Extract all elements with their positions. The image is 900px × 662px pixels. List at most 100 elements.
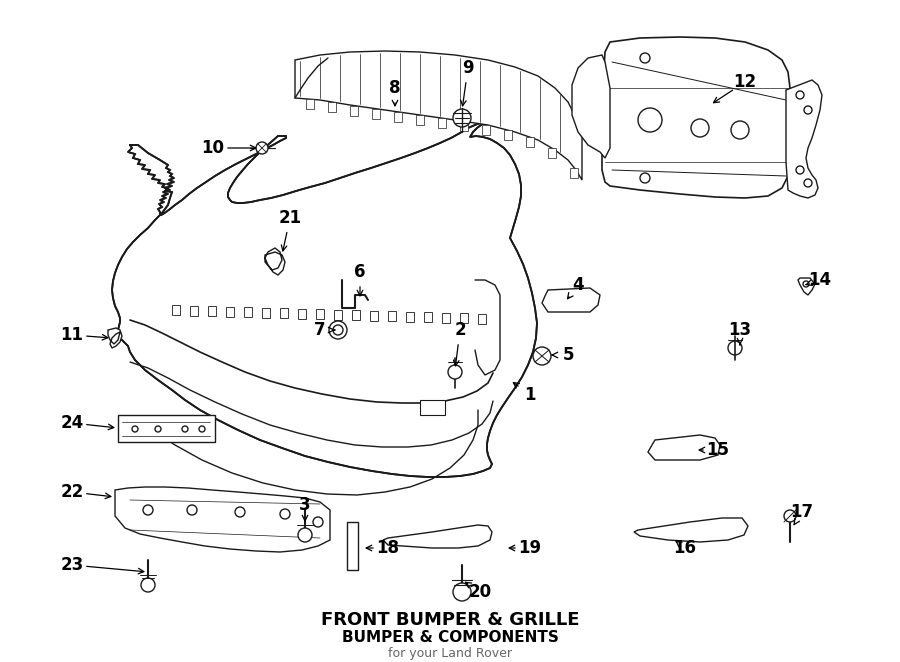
Text: 6: 6 — [355, 263, 365, 281]
Bar — [394, 112, 402, 122]
Polygon shape — [420, 400, 445, 415]
Text: 21: 21 — [278, 209, 302, 227]
Polygon shape — [265, 248, 285, 275]
Text: 1: 1 — [524, 386, 536, 404]
Bar — [208, 306, 216, 316]
Text: 13: 13 — [728, 321, 752, 339]
Polygon shape — [602, 37, 790, 198]
Circle shape — [638, 108, 662, 132]
Circle shape — [199, 426, 205, 432]
Circle shape — [256, 142, 268, 154]
Bar — [570, 167, 578, 177]
Polygon shape — [115, 487, 330, 552]
Text: 4: 4 — [572, 276, 584, 294]
Polygon shape — [572, 55, 610, 158]
Bar — [478, 314, 486, 324]
Text: 14: 14 — [808, 271, 832, 289]
Text: 2: 2 — [454, 321, 466, 339]
Text: FRONT BUMPER & GRILLE: FRONT BUMPER & GRILLE — [320, 611, 580, 629]
Circle shape — [313, 517, 323, 527]
Text: BUMPER & COMPONENTS: BUMPER & COMPONENTS — [342, 630, 558, 645]
Text: 24: 24 — [60, 414, 84, 432]
Bar — [244, 307, 252, 317]
Text: 10: 10 — [202, 139, 224, 157]
Bar — [460, 121, 468, 131]
Circle shape — [803, 281, 809, 287]
Bar — [388, 311, 396, 321]
Circle shape — [333, 325, 343, 335]
Bar — [442, 312, 450, 322]
Bar — [280, 308, 288, 318]
Polygon shape — [383, 525, 492, 548]
Text: 11: 11 — [60, 326, 84, 344]
Circle shape — [640, 53, 650, 63]
Polygon shape — [786, 80, 822, 198]
Bar — [482, 124, 490, 134]
Text: 20: 20 — [468, 583, 491, 601]
Bar — [172, 305, 180, 315]
Polygon shape — [648, 435, 720, 460]
Bar — [460, 313, 468, 323]
Circle shape — [280, 509, 290, 519]
Circle shape — [298, 528, 312, 542]
Text: 5: 5 — [562, 346, 574, 364]
Circle shape — [453, 583, 471, 601]
Circle shape — [731, 121, 749, 139]
Bar — [370, 310, 378, 320]
Bar — [438, 118, 446, 128]
Text: 12: 12 — [734, 73, 757, 91]
Text: 16: 16 — [673, 539, 697, 557]
Bar — [416, 115, 424, 125]
Circle shape — [691, 119, 709, 137]
Circle shape — [132, 426, 138, 432]
Text: 3: 3 — [299, 496, 310, 514]
Circle shape — [448, 365, 462, 379]
Text: 9: 9 — [463, 59, 473, 77]
Circle shape — [796, 91, 804, 99]
Bar — [504, 130, 512, 140]
Bar — [316, 309, 324, 319]
Polygon shape — [108, 328, 122, 348]
Polygon shape — [112, 122, 537, 477]
Bar — [350, 105, 358, 116]
Text: 7: 7 — [314, 321, 326, 339]
Polygon shape — [118, 415, 215, 442]
Circle shape — [804, 106, 812, 114]
Bar — [328, 102, 336, 112]
Bar — [352, 310, 360, 320]
Circle shape — [804, 179, 812, 187]
Circle shape — [182, 426, 188, 432]
Circle shape — [640, 173, 650, 183]
Polygon shape — [634, 518, 748, 542]
Circle shape — [187, 505, 197, 515]
Polygon shape — [347, 522, 358, 570]
Bar — [548, 148, 556, 158]
Circle shape — [141, 578, 155, 592]
Bar — [306, 99, 314, 109]
Bar — [226, 307, 234, 316]
Text: 19: 19 — [518, 539, 542, 557]
Polygon shape — [798, 278, 815, 295]
Polygon shape — [295, 51, 582, 180]
Text: 22: 22 — [60, 483, 84, 501]
Circle shape — [796, 166, 804, 174]
Bar — [526, 137, 534, 147]
Circle shape — [533, 347, 551, 365]
Polygon shape — [542, 288, 600, 312]
Text: 18: 18 — [376, 539, 400, 557]
Circle shape — [155, 426, 161, 432]
Circle shape — [728, 341, 742, 355]
Circle shape — [784, 510, 796, 522]
Text: 23: 23 — [60, 556, 84, 574]
Bar — [406, 312, 414, 322]
Bar — [424, 312, 432, 322]
Bar — [372, 109, 380, 118]
Circle shape — [143, 505, 153, 515]
Bar — [334, 310, 342, 320]
Text: for your Land Rover: for your Land Rover — [388, 647, 512, 659]
Text: 17: 17 — [790, 503, 814, 521]
Circle shape — [329, 321, 347, 339]
Text: 8: 8 — [390, 79, 400, 97]
Bar — [262, 308, 270, 318]
Bar — [190, 305, 198, 316]
